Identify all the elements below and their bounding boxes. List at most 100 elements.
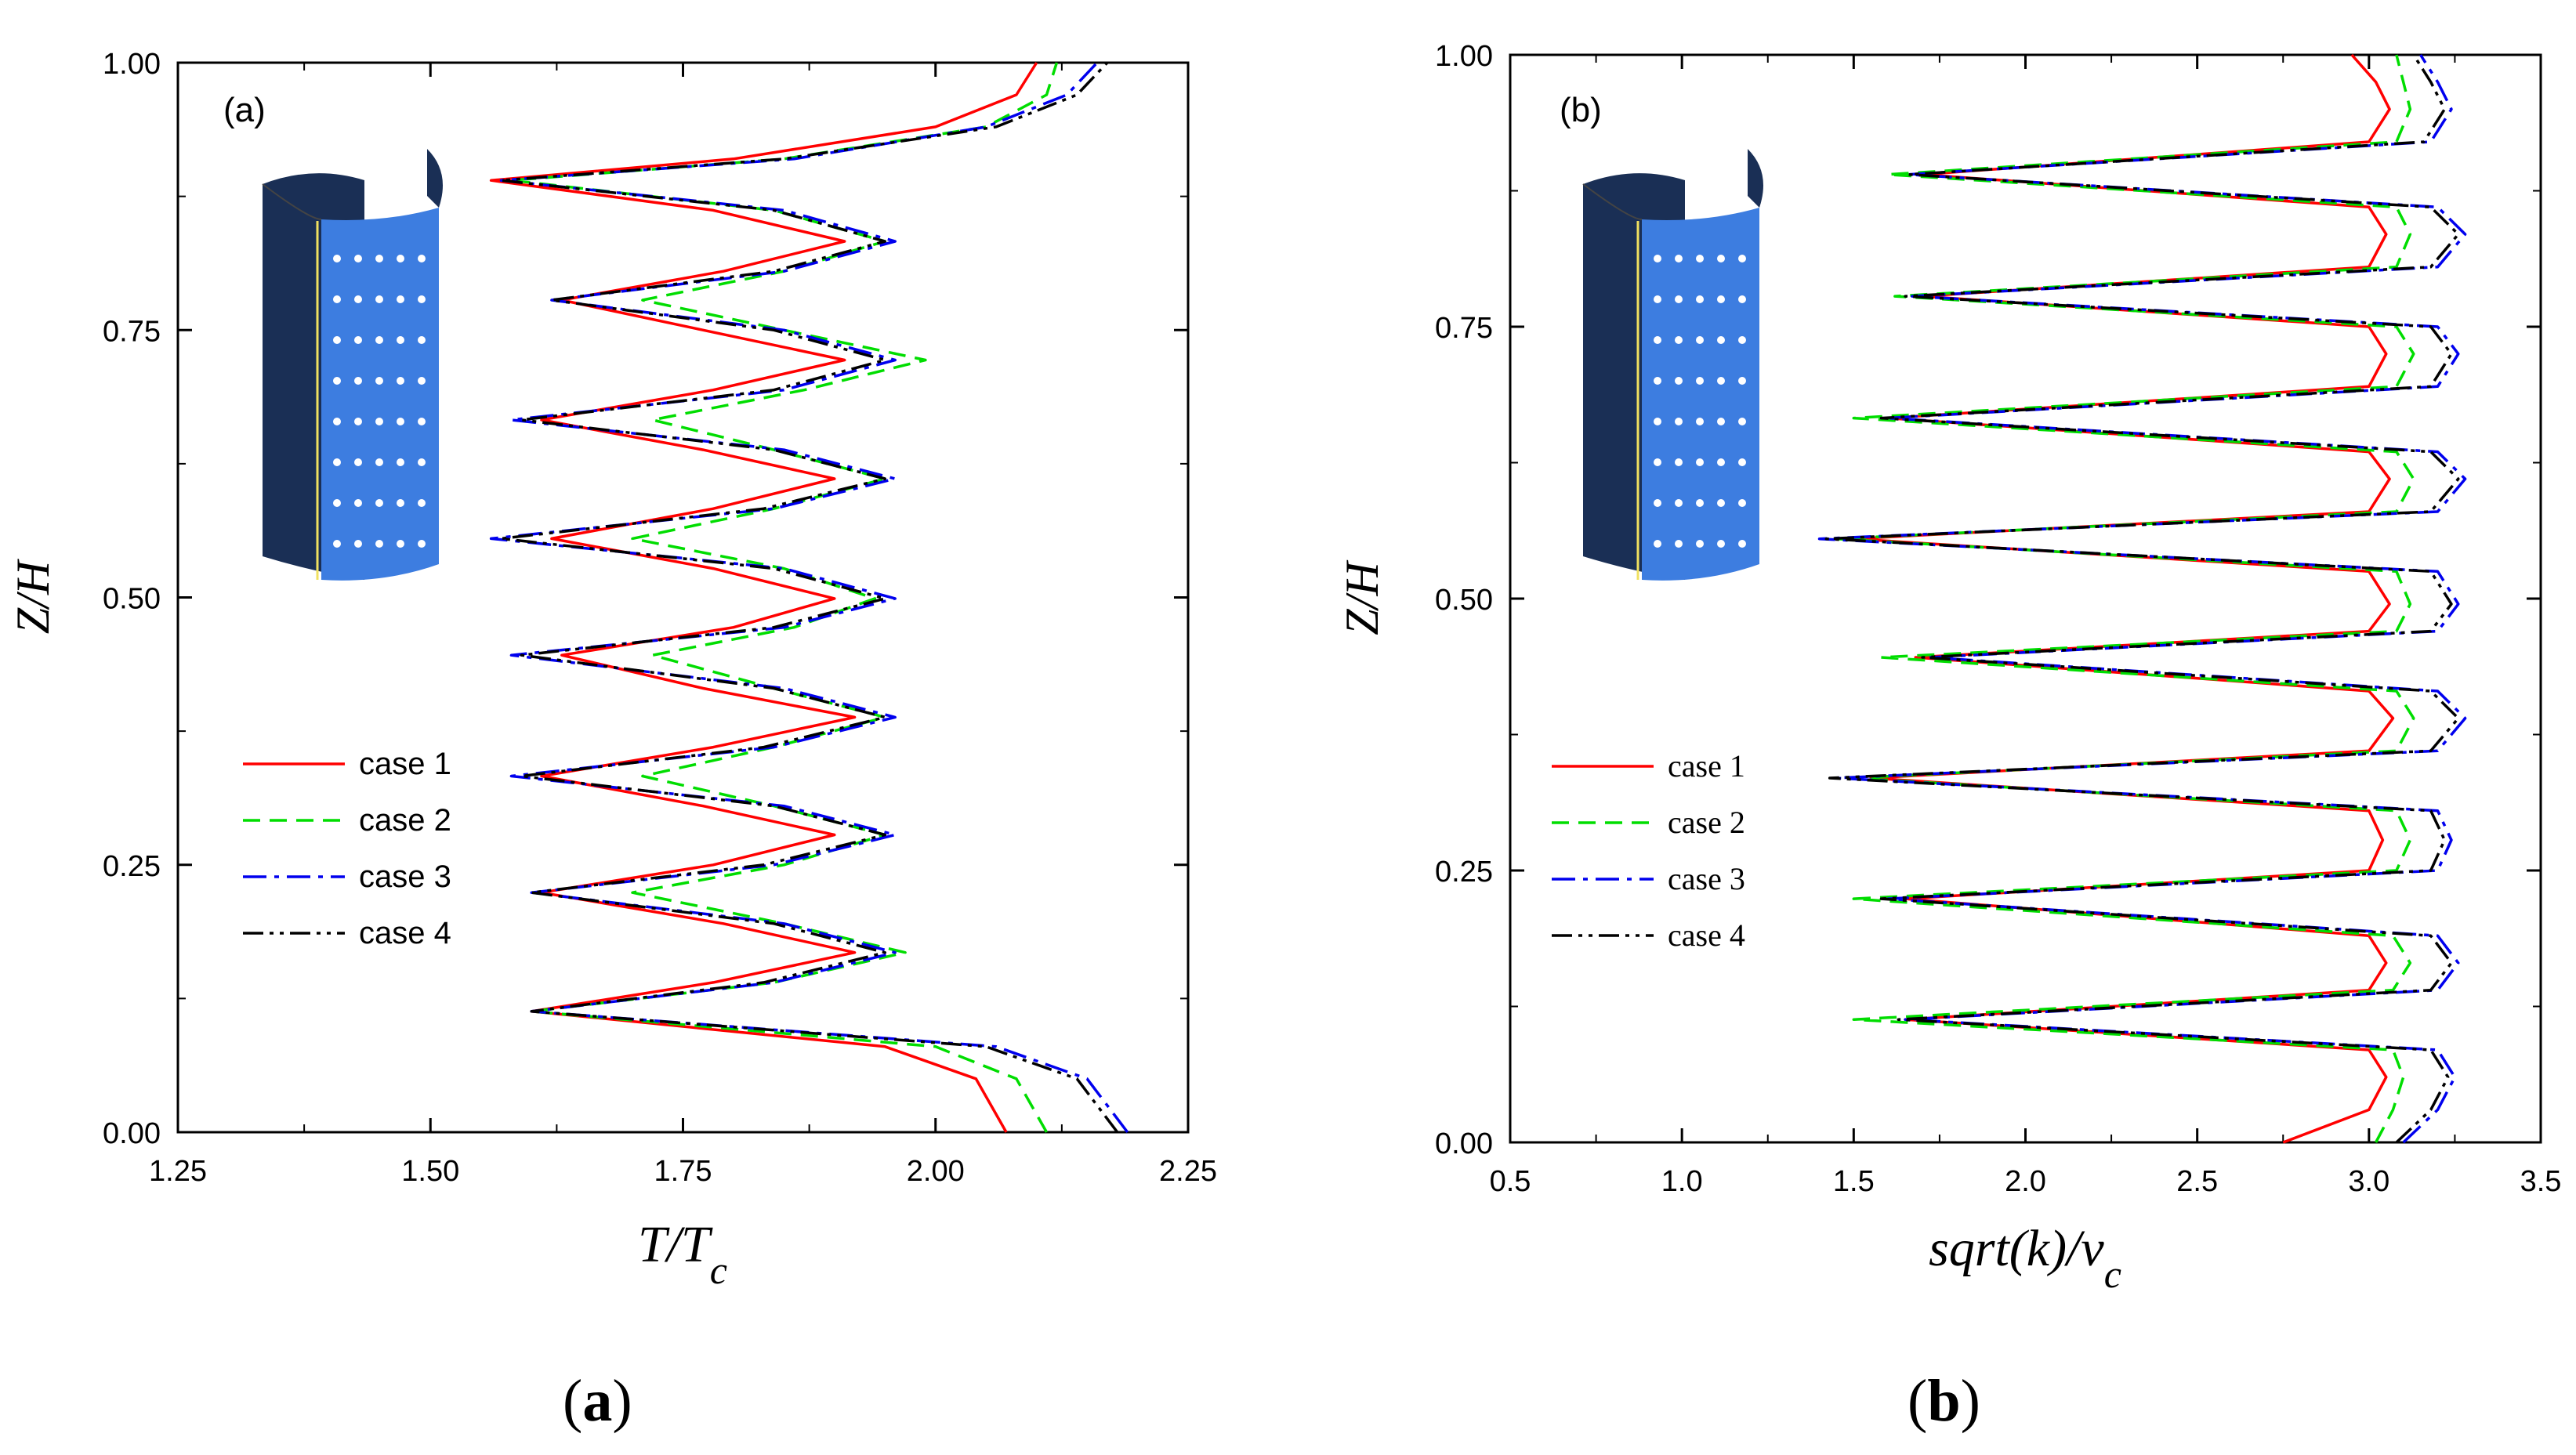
b-cylinder-hole bbox=[1654, 336, 1661, 344]
b-cylinder-hole bbox=[1675, 255, 1683, 262]
a-cylinder-hole bbox=[333, 540, 341, 548]
a-cylinder-hole bbox=[333, 418, 341, 425]
a-cylinder-hole bbox=[397, 255, 404, 262]
b-x-axis-label-sub: c bbox=[2104, 1252, 2121, 1296]
a-x-axis-label-main: T/T bbox=[638, 1216, 713, 1273]
b-cylinder-hole bbox=[1696, 295, 1704, 303]
a-x-axis-label: T/Tc bbox=[638, 1216, 727, 1292]
b-x-tick-label: 2.0 bbox=[2005, 1165, 2046, 1198]
b-series-case-2 bbox=[1835, 54, 2415, 1143]
b-cylinder-hole bbox=[1675, 377, 1683, 385]
a-y-tick-label: 0.50 bbox=[103, 583, 161, 616]
a-cylinder-hole bbox=[418, 336, 426, 344]
a-cylinder-illustration bbox=[262, 149, 443, 581]
b-series-case-1 bbox=[1852, 53, 2395, 1144]
a-cylinder-hole bbox=[418, 540, 426, 548]
a-x-tick-label: 1.75 bbox=[654, 1155, 712, 1188]
b-cylinder-hole bbox=[1696, 499, 1704, 507]
a-cylinder-hole bbox=[354, 336, 362, 344]
b-cylinder-hole bbox=[1654, 295, 1661, 303]
a-y-tick-label: 0.00 bbox=[103, 1117, 161, 1150]
a-x-tick-label: 1.50 bbox=[401, 1155, 459, 1188]
b-x-tick-label: 1.5 bbox=[1833, 1165, 1875, 1198]
a-cylinder-hole bbox=[418, 377, 426, 385]
a-cylinder-hole bbox=[418, 458, 426, 466]
a-x-tick-label: 1.25 bbox=[149, 1155, 207, 1188]
a-cylinder-hole bbox=[333, 255, 341, 262]
b-panel-tag: (b) bbox=[1560, 91, 1602, 129]
a-cylinder-hole bbox=[397, 458, 404, 466]
b-cylinder-hole bbox=[1675, 418, 1683, 425]
a-cylinder-hole bbox=[375, 418, 383, 425]
a-x-tick-label: 2.25 bbox=[1159, 1155, 1217, 1188]
a-x-tick-label: 2.00 bbox=[907, 1155, 965, 1188]
b-y-tick-label: 1.00 bbox=[1435, 40, 1493, 73]
b-cylinder-hole bbox=[1696, 255, 1704, 262]
b-cylinder-hole bbox=[1654, 458, 1661, 466]
a-y-tick-label: 0.25 bbox=[103, 850, 161, 883]
a-series-case-2 bbox=[509, 62, 1059, 1133]
a-legend-label-case-4: case 4 bbox=[359, 916, 451, 950]
b-cylinder-hole bbox=[1654, 418, 1661, 425]
b-cylinder-front bbox=[1642, 208, 1759, 581]
b-cylinder-hole bbox=[1717, 377, 1725, 385]
a-cylinder-hole bbox=[397, 336, 404, 344]
chart-panel-b: 0.5 1.0 1.5 2.0 2.5 3.0 3.5 0.00 0.25 0.50 0.75 1.0… bbox=[1336, 40, 2561, 1296]
b-cylinder-hole bbox=[1675, 295, 1683, 303]
a-y-axis-label: Z/H bbox=[7, 558, 59, 634]
b-cylinder-hole bbox=[1696, 418, 1704, 425]
a-cylinder-hole bbox=[354, 458, 362, 466]
b-y-tick-label: 0.00 bbox=[1435, 1127, 1493, 1160]
b-cylinder-hole bbox=[1654, 499, 1661, 507]
b-cylinder-hole bbox=[1717, 418, 1725, 425]
b-x-tick-label: 3.5 bbox=[2520, 1165, 2562, 1198]
a-legend-label-case-2: case 2 bbox=[359, 803, 451, 838]
b-cylinder-hole bbox=[1738, 255, 1746, 262]
b-y-tick-label: 0.25 bbox=[1435, 856, 1493, 889]
a-cylinder-hole bbox=[418, 295, 426, 303]
a-cylinder-hole bbox=[375, 336, 383, 344]
a-x-axis-label-sub: c bbox=[710, 1248, 727, 1292]
b-cylinder-hole bbox=[1717, 458, 1725, 466]
a-cylinder-hole bbox=[418, 499, 426, 507]
a-series-case-3 bbox=[489, 61, 1129, 1134]
a-cylinder-hole bbox=[397, 540, 404, 548]
b-cylinder-hole bbox=[1738, 336, 1746, 344]
b-legend-label-case-2: case 2 bbox=[1668, 805, 1745, 840]
b-cylinder-hole bbox=[1696, 458, 1704, 466]
a-cylinder-hole bbox=[333, 336, 341, 344]
b-cylinder-hole bbox=[1738, 499, 1746, 507]
a-panel-tag: (a) bbox=[223, 91, 266, 129]
b-series-case-3 bbox=[1817, 54, 2467, 1144]
b-cylinder-hole bbox=[1738, 295, 1746, 303]
b-cylinder-hole bbox=[1717, 540, 1725, 548]
b-legend-label-case-4: case 4 bbox=[1668, 918, 1745, 953]
b-cylinder-hole bbox=[1654, 377, 1661, 385]
b-series-case-4 bbox=[1824, 54, 2460, 1144]
a-cylinder-hole bbox=[375, 377, 383, 385]
a-cylinder-hole bbox=[397, 377, 404, 385]
a-cylinder-hole bbox=[418, 255, 426, 262]
a-y-tick-label: 0.75 bbox=[103, 315, 161, 348]
a-cylinder-edge bbox=[427, 149, 443, 208]
b-x-tick-label: 3.0 bbox=[2348, 1165, 2389, 1198]
b-cylinder-hole bbox=[1717, 295, 1725, 303]
a-legend-label-case-1: case 1 bbox=[359, 747, 451, 781]
a-cylinder-hole bbox=[354, 255, 362, 262]
b-cylinder-hole bbox=[1717, 499, 1725, 507]
a-cylinder-hole bbox=[354, 418, 362, 425]
a-series-case-4 bbox=[499, 61, 1119, 1134]
a-cylinder-front bbox=[321, 208, 439, 581]
a-cylinder-hole bbox=[375, 540, 383, 548]
b-cylinder-hole bbox=[1696, 540, 1704, 548]
chart-panel-a: 1.25 1.50 1.75 2.00 2.25 0.00 0.25 0.50 0.75 1.00… bbox=[7, 48, 1217, 1292]
b-x-tick-label: 0.5 bbox=[1490, 1165, 1531, 1198]
a-cylinder-hole bbox=[333, 295, 341, 303]
a-cylinder-hole bbox=[375, 458, 383, 466]
b-cylinder-rim bbox=[1582, 183, 1643, 220]
caption-a-letter: a bbox=[582, 1368, 613, 1434]
a-cylinder-hole bbox=[333, 377, 341, 385]
a-cylinder-hole bbox=[333, 499, 341, 507]
b-cylinder-hole bbox=[1738, 418, 1746, 425]
